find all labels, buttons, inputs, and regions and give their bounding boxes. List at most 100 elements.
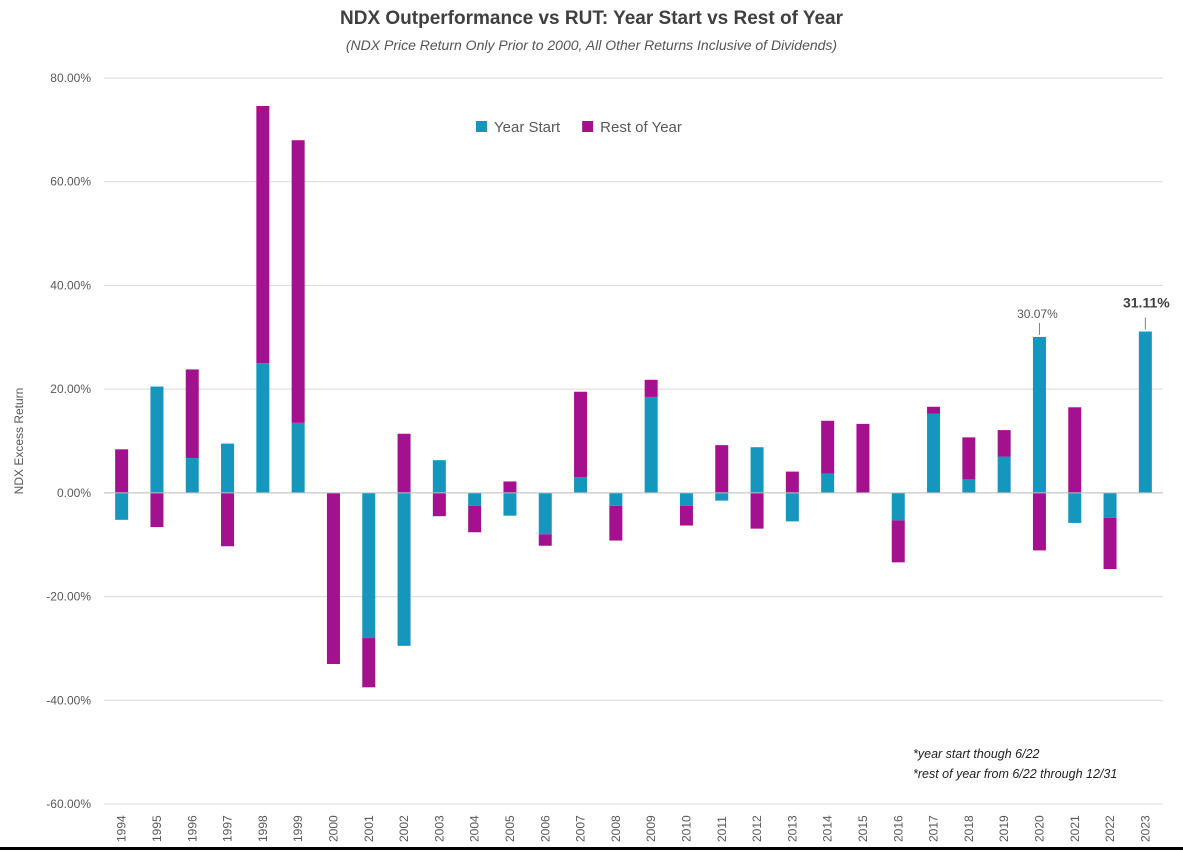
bar-year-start-2009 bbox=[644, 396, 658, 493]
bar-year-start-1998 bbox=[256, 363, 270, 493]
bar-year-start-2017 bbox=[927, 413, 941, 493]
x-tick-label: 2019 bbox=[997, 815, 1011, 842]
bar-year-start-2011 bbox=[715, 492, 729, 501]
bar-year-start-1995 bbox=[150, 386, 164, 493]
bar-year-start-2010 bbox=[679, 492, 693, 506]
legend-swatch-rest-of-year bbox=[582, 121, 594, 132]
x-tick-label: 1994 bbox=[115, 815, 129, 842]
y-tick-label: 60.00% bbox=[50, 175, 91, 189]
bar-rest-of-year-2007 bbox=[574, 391, 588, 478]
bar-rest-of-year-2003 bbox=[432, 492, 446, 517]
x-tick-label: 2008 bbox=[609, 815, 623, 842]
x-tick-label: 2015 bbox=[856, 815, 870, 842]
bar-year-start-2014 bbox=[821, 473, 835, 493]
x-tick-label: 2011 bbox=[715, 816, 729, 842]
bar-rest-of-year-2005 bbox=[503, 481, 517, 493]
bar-year-start-2004 bbox=[468, 492, 482, 506]
x-tick-label: 2013 bbox=[785, 815, 799, 842]
legend-label-year-start: Year Start bbox=[494, 119, 561, 136]
bar-rest-of-year-2015 bbox=[856, 423, 870, 493]
x-tick-label: 2018 bbox=[962, 815, 976, 842]
bar-year-start-2021 bbox=[1068, 492, 1082, 523]
footnote-year-start: *year start though 6/22 bbox=[913, 747, 1040, 761]
x-tick-label: 2005 bbox=[503, 815, 517, 842]
x-tick-label: 2000 bbox=[326, 815, 340, 842]
x-tick-label: 2010 bbox=[679, 815, 693, 842]
x-tick-label: 2012 bbox=[750, 815, 764, 842]
bar-rest-of-year-2011 bbox=[715, 445, 729, 493]
bar-rest-of-year-2000 bbox=[326, 492, 340, 664]
bar-rest-of-year-2019 bbox=[997, 430, 1011, 457]
legend-label-rest-of-year: Rest of Year bbox=[600, 119, 682, 136]
x-tick-label: 2004 bbox=[468, 815, 482, 842]
bar-rest-of-year-2006 bbox=[538, 534, 552, 546]
y-tick-label: 20.00% bbox=[50, 382, 91, 396]
x-tick-label: 2014 bbox=[821, 815, 835, 842]
bar-year-start-2013 bbox=[785, 492, 799, 522]
bar-year-start-1996 bbox=[185, 458, 199, 493]
y-tick-label: 0.00% bbox=[57, 486, 91, 500]
bar-rest-of-year-2002 bbox=[397, 433, 411, 493]
x-tick-label: 2016 bbox=[891, 815, 905, 842]
x-tick-label: 1996 bbox=[185, 815, 199, 842]
bar-rest-of-year-2018 bbox=[962, 437, 976, 480]
bar-year-start-2019 bbox=[997, 456, 1011, 493]
x-tick-label: 2017 bbox=[927, 815, 941, 842]
bar-rest-of-year-1999 bbox=[291, 140, 305, 423]
x-tick-label: 1997 bbox=[221, 815, 235, 842]
bar-rest-of-year-2004 bbox=[468, 505, 482, 533]
bar-year-start-2018 bbox=[962, 479, 976, 493]
bar-rest-of-year-2001 bbox=[362, 638, 376, 688]
y-axis-title: NDX Excess Return bbox=[12, 388, 26, 495]
bar-year-start-2008 bbox=[609, 492, 623, 506]
y-tick-label: 80.00% bbox=[50, 71, 91, 85]
y-tick-label: 40.00% bbox=[50, 278, 91, 292]
x-tick-label: 2009 bbox=[644, 815, 658, 842]
bar-year-start-2020 bbox=[1032, 336, 1046, 493]
bar-year-start-2023 bbox=[1138, 331, 1152, 493]
bar-year-start-2012 bbox=[750, 447, 764, 493]
x-tick-label: 1999 bbox=[291, 815, 305, 842]
legend-swatch-year-start bbox=[476, 121, 487, 132]
bar-year-start-1997 bbox=[221, 443, 235, 493]
bar-rest-of-year-1996 bbox=[185, 369, 199, 459]
bar-year-start-2005 bbox=[503, 492, 517, 516]
bar-rest-of-year-1998 bbox=[256, 106, 270, 364]
x-tick-label: 2002 bbox=[397, 815, 411, 842]
bottom-rule bbox=[0, 847, 1183, 850]
bar-year-start-2002 bbox=[397, 492, 411, 646]
bar-rest-of-year-2014 bbox=[821, 420, 835, 474]
footnote-rest-of-year: *rest of year from 6/22 through 12/31 bbox=[913, 767, 1118, 781]
bar-rest-of-year-2010 bbox=[679, 505, 693, 526]
x-tick-label: 2006 bbox=[538, 815, 552, 842]
y-tick-label: -60.00% bbox=[46, 797, 91, 811]
x-tick-label: 2022 bbox=[1103, 815, 1117, 842]
bar-rest-of-year-2017 bbox=[927, 406, 941, 414]
annotation-label-2020: 30.07% bbox=[1017, 307, 1058, 321]
x-tick-label: 2021 bbox=[1068, 815, 1082, 842]
bar-rest-of-year-2009 bbox=[644, 379, 658, 397]
bar-year-start-2016 bbox=[891, 492, 905, 521]
x-tick-label: 2003 bbox=[432, 815, 446, 842]
bar-year-start-2022 bbox=[1103, 492, 1117, 518]
bar-rest-of-year-2020 bbox=[1032, 492, 1046, 551]
bar-rest-of-year-2013 bbox=[785, 471, 799, 493]
bar-rest-of-year-1994 bbox=[115, 449, 129, 493]
bar-year-start-1999 bbox=[291, 422, 305, 493]
y-tick-label: -40.00% bbox=[46, 693, 91, 707]
bar-rest-of-year-1995 bbox=[150, 492, 164, 528]
y-tick-label: -20.00% bbox=[46, 590, 91, 604]
bar-year-start-1994 bbox=[115, 492, 129, 520]
footnotes: *year start though 6/22 *rest of year fr… bbox=[913, 744, 1117, 784]
bar-rest-of-year-1997 bbox=[221, 492, 235, 547]
bar-year-start-2001 bbox=[362, 492, 376, 639]
x-tick-label: 1995 bbox=[150, 815, 164, 842]
bar-year-start-2007 bbox=[574, 477, 588, 493]
bar-rest-of-year-2012 bbox=[750, 492, 764, 529]
x-tick-label: 1998 bbox=[256, 815, 270, 842]
bar-rest-of-year-2021 bbox=[1068, 407, 1082, 493]
bar-rest-of-year-2008 bbox=[609, 505, 623, 541]
x-tick-label: 2020 bbox=[1032, 815, 1046, 842]
bar-rest-of-year-2022 bbox=[1103, 517, 1117, 570]
